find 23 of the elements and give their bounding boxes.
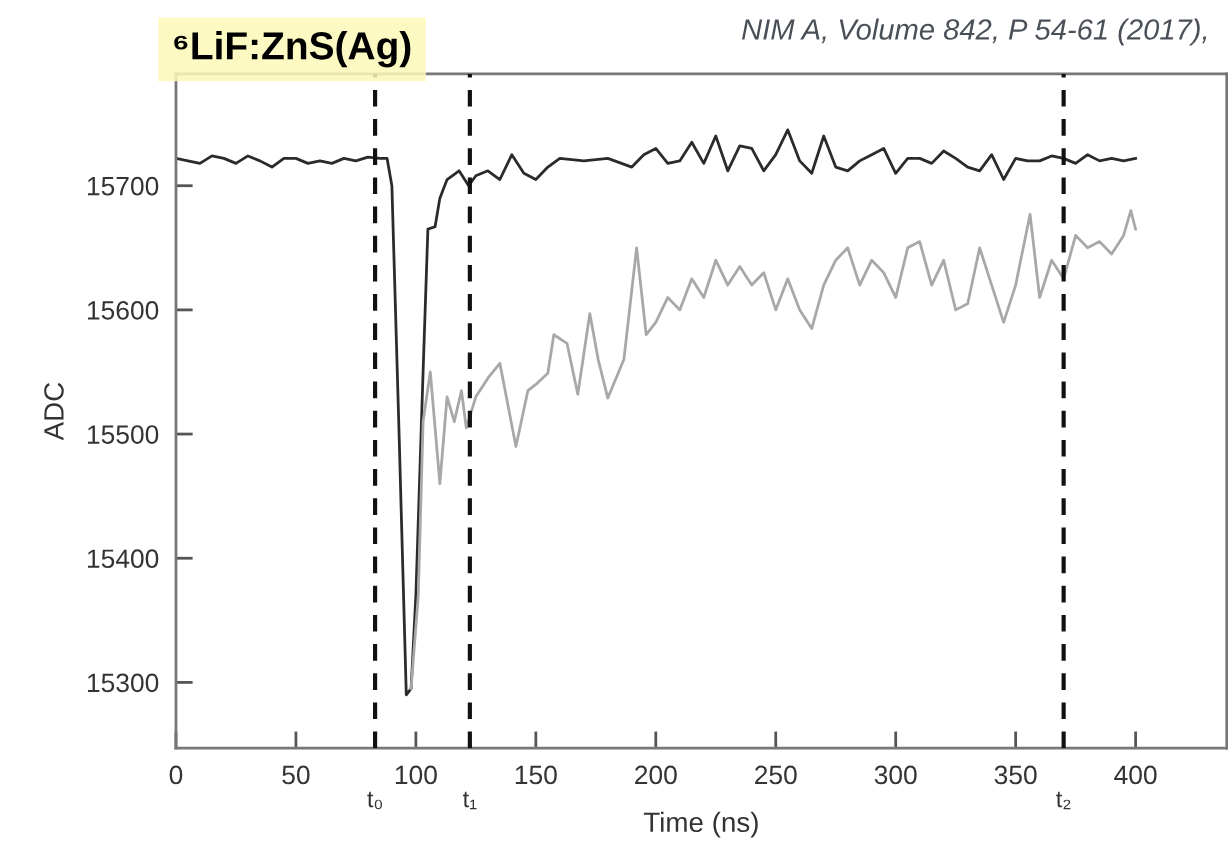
ref-line-label: t₀ [367,791,382,810]
x-tick-label: 0 [169,765,183,785]
x-axis-title: Time (ns) [643,811,758,838]
x-tick-label: 350 [994,765,1037,785]
ref-line-label: t₁ [462,791,477,810]
x-tick-label: 300 [874,765,917,785]
ref-line-label: t₂ [1056,791,1071,810]
x-tick-label: 250 [755,765,797,785]
y-tick-label: 15300 [87,673,159,693]
y-axis-title: ADC [44,382,64,441]
x-tick-label: 100 [395,765,437,785]
x-tick-label: 150 [515,765,557,785]
line-series [409,209,1137,691]
x-tick-label: 200 [635,765,677,785]
chart-title: ⁶LiF:ZnS(Ag) [174,31,411,68]
line-series [175,128,1137,697]
x-tick-label: 50 [282,765,310,785]
text: NIM A, Volume 842, P 54-61 (2017), [742,18,1207,46]
y-tick-label: 15500 [87,425,159,444]
y-tick-label: 15700 [87,176,159,196]
y-tick-label: 15400 [87,549,159,569]
y-tick-label: 15600 [87,301,159,320]
x-tick-label: 400 [1114,765,1157,785]
